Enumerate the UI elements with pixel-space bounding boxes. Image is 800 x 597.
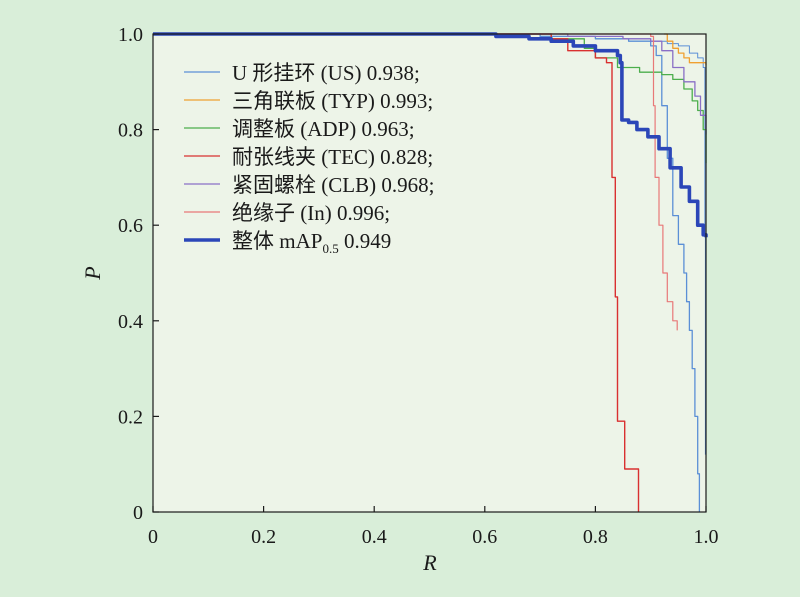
- y-axis-title: P: [80, 266, 105, 280]
- legend-label-0: U 形挂环 (US) 0.938;: [232, 61, 420, 85]
- x-tick-label: 0.6: [472, 526, 497, 548]
- legend: U 形挂环 (US) 0.938; 三角联板 (TYP) 0.993; 调整板 (A…: [184, 61, 434, 256]
- series-line-5: [484, 33, 707, 135]
- plot-area: [153, 34, 706, 512]
- x-tick-label: 0.4: [362, 526, 387, 548]
- legend-label-2: 调整板 (ADP) 0.963;: [232, 117, 415, 141]
- legend-label-1: 三角联板 (TYP) 0.993;: [232, 89, 433, 113]
- legend-label-5: 绝缘子 (In) 0.996;: [232, 201, 390, 225]
- x-axis-title: R: [422, 550, 437, 575]
- series-line-7: [153, 32, 708, 238]
- y-tick-label: 0.4: [118, 311, 143, 333]
- x-tick-label: 1.0: [694, 526, 719, 548]
- x-tick-label: 0: [148, 526, 158, 548]
- y-tick-label: 0.6: [118, 215, 143, 237]
- legend-label-4: 紧固螺栓 (CLB) 0.968;: [232, 173, 434, 197]
- series-layer: [153, 32, 708, 512]
- x-tick-label: 0.8: [583, 526, 608, 548]
- x-tick-label: 0.2: [251, 526, 276, 548]
- legend-label-3: 耐张线夹 (TEC) 0.828;: [232, 145, 433, 169]
- y-tick-label: 0.2: [118, 406, 143, 428]
- series-line-6: [153, 33, 678, 331]
- y-tick-label: 0: [133, 502, 143, 524]
- y-tick-label: 1.0: [118, 24, 143, 46]
- series-line-3: [473, 33, 707, 164]
- y-tick-label: 0.8: [118, 120, 143, 142]
- series-line-2: [664, 33, 707, 66]
- tick-layer: 0 0.2 0.4 0.6 0.8 1.0 0 0.2 0.4 0.6 0.8 1.0: [118, 24, 719, 548]
- plot-frame: [152, 33, 707, 513]
- legend-label-6: 整体 mAP0.5 0.949: [232, 229, 391, 256]
